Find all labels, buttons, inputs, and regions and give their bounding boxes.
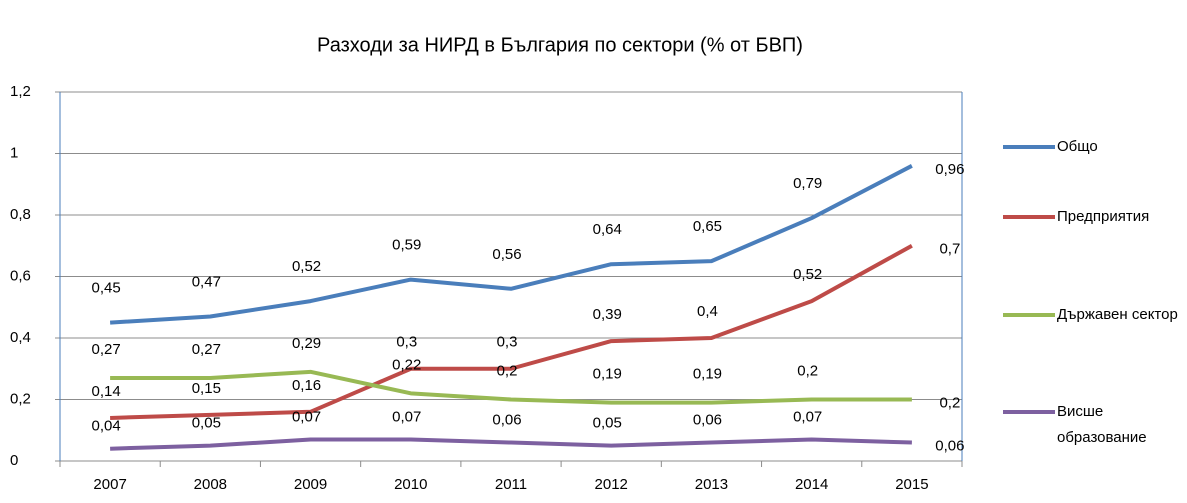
data-label: 0,59: [392, 237, 421, 254]
data-label: 0,2: [939, 394, 960, 411]
y-tick-label: 0,2: [10, 390, 31, 407]
series-line: [110, 369, 912, 405]
y-tick-label: 0,6: [10, 267, 31, 284]
data-label: 0,19: [693, 366, 722, 383]
y-tick-label: 0: [10, 452, 18, 469]
data-label: 0,64: [593, 221, 622, 238]
data-label: 0,04: [92, 418, 121, 435]
data-label: 0,07: [292, 408, 321, 425]
y-tick-label: 0,8: [10, 206, 31, 223]
series-line: [109, 164, 913, 325]
x-tick-label: 2012: [595, 476, 628, 493]
x-tick-label: 2014: [795, 476, 828, 493]
data-label: 0,27: [92, 341, 121, 358]
legend-entry: Предприятия: [1057, 208, 1150, 225]
data-label: 0,96: [935, 161, 964, 178]
data-label: 0,07: [392, 408, 421, 425]
data-label: 0,16: [292, 377, 321, 394]
data-label: 0,2: [797, 362, 818, 379]
data-label: 0,3: [497, 334, 518, 351]
data-label: 0,06: [935, 438, 964, 455]
chart-title: Разходи за НИРД в България по сектори (%…: [317, 34, 803, 56]
data-label: 0,06: [693, 412, 722, 429]
y-tick-label: 1,2: [10, 83, 31, 100]
x-tick-label: 2011: [495, 476, 527, 493]
legend-label: Висше образование: [1057, 403, 1147, 446]
data-label: 0,15: [192, 380, 221, 397]
data-label: 0,05: [192, 415, 221, 432]
legend-label: Държавен сектор: [1057, 306, 1178, 323]
data-label: 0,4: [697, 303, 718, 320]
data-label: 0,22: [392, 356, 421, 373]
y-tick-label: 1: [10, 144, 18, 161]
x-tick-label: 2008: [194, 476, 227, 493]
data-label: 0,07: [793, 408, 822, 425]
data-label: 0,39: [593, 306, 622, 323]
series-line: [110, 437, 912, 451]
data-label: 0,19: [593, 366, 622, 383]
legend-entry: Общо: [1057, 138, 1098, 155]
legend-label: Общо: [1057, 138, 1098, 155]
data-label: 0,14: [92, 383, 121, 400]
x-tick-label: 2015: [895, 476, 928, 493]
y-tick-label: 0,4: [10, 329, 31, 346]
data-label: 0,2: [497, 362, 518, 379]
legend-entry: Висше образование: [1057, 403, 1147, 446]
legend-entry: Държавен сектор: [1057, 306, 1178, 323]
data-label: 0,45: [92, 280, 121, 297]
x-tick-label: 2007: [93, 476, 126, 493]
data-label: 0,7: [939, 241, 960, 258]
data-label: 0,52: [793, 266, 822, 283]
legend-label: Предприятия: [1057, 208, 1150, 225]
data-label: 0,29: [292, 335, 321, 352]
data-label: 0,27: [192, 341, 221, 358]
data-label: 0,06: [492, 412, 521, 429]
data-label: 0,47: [192, 273, 221, 290]
series-line: [110, 243, 913, 420]
data-label: 0,65: [693, 218, 722, 235]
data-label: 0,3: [396, 334, 417, 351]
x-tick-label: 2013: [695, 476, 728, 493]
x-tick-label: 2009: [294, 476, 327, 493]
data-label: 0,05: [593, 415, 622, 432]
x-tick-label: 2010: [394, 476, 427, 493]
data-label: 0,52: [292, 258, 321, 275]
data-label: 0,56: [492, 246, 521, 263]
data-label: 0,79: [793, 175, 822, 192]
